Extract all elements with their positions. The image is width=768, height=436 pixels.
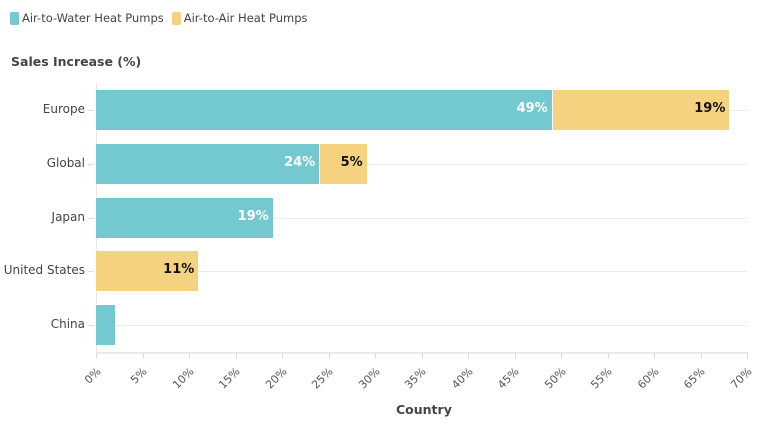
x-tick xyxy=(142,353,144,359)
bar-air-to-water[interactable]: 19% xyxy=(96,198,273,238)
bar-row: China xyxy=(51,305,747,345)
x-tick-label: 0% xyxy=(81,365,104,387)
x-tick xyxy=(189,353,190,359)
bar-row: Global 24% 5% xyxy=(47,144,747,184)
row-label: China xyxy=(50,317,85,331)
x-tick xyxy=(514,353,516,359)
x-tick xyxy=(607,353,609,359)
bar-air-to-air[interactable]: 5% xyxy=(320,144,367,184)
bar-air-to-water[interactable]: 24% xyxy=(96,144,320,184)
x-tick xyxy=(421,353,423,359)
x-tick-label: 65% xyxy=(681,365,708,392)
x-tick xyxy=(235,353,237,359)
bar-air-to-water[interactable] xyxy=(96,305,115,345)
y-tick xyxy=(88,164,94,165)
x-tick-label: 55% xyxy=(588,365,615,392)
legend-item-air-to-water[interactable]: Air-to-Water Heat Pumps xyxy=(10,11,164,25)
x-tick xyxy=(328,353,330,359)
bar-value-label: 11% xyxy=(163,262,195,277)
bar-value-label: 49% xyxy=(516,101,548,116)
y-axis-title: Sales Increase (%) xyxy=(11,54,142,69)
legend-swatch-teal xyxy=(10,11,19,25)
y-tick xyxy=(88,110,94,111)
bar-value-label: 19% xyxy=(694,101,726,116)
legend-item-air-to-air[interactable]: Air-to-Air Heat Pumps xyxy=(171,11,308,25)
x-tick-label: 30% xyxy=(355,365,383,392)
row-label: United States xyxy=(3,263,85,277)
gridline xyxy=(96,271,747,272)
x-axis-title: Country xyxy=(396,402,452,417)
x-tick-label: 45% xyxy=(495,365,522,392)
legend-label: Air-to-Air Heat Pumps xyxy=(183,11,308,25)
bar-value-label: 24% xyxy=(284,155,316,170)
x-tick xyxy=(468,353,469,359)
plot-area: Europe 49% 19% Global 24% 5% Japan 19% United St… xyxy=(4,83,754,391)
x-tick-label: 20% xyxy=(262,365,290,392)
x-tick-label: 60% xyxy=(634,365,662,392)
gridline xyxy=(96,325,747,326)
gridline xyxy=(96,218,747,219)
row-label: Japan xyxy=(51,210,85,224)
x-tick-label: 40% xyxy=(448,365,476,392)
legend-swatch-yellow xyxy=(171,11,181,25)
x-tick-label: 10% xyxy=(169,365,197,392)
row-label: Global xyxy=(46,156,85,170)
x-tick xyxy=(375,353,376,359)
x-tick-label: 25% xyxy=(309,365,336,392)
gridline xyxy=(96,164,747,165)
x-tick xyxy=(747,353,748,359)
legend-label: Air-to-Water Heat Pumps xyxy=(22,11,164,25)
x-tick xyxy=(654,353,655,359)
bar-row: United States 11% xyxy=(4,251,747,291)
bar-row: Japan 19% xyxy=(52,198,747,238)
legend: Air-to-Water Heat Pumps Air-to-Air Heat … xyxy=(10,11,308,25)
x-tick xyxy=(561,353,562,359)
x-tick-label: 35% xyxy=(402,365,429,392)
x-tick xyxy=(282,353,283,359)
y-tick xyxy=(88,218,94,219)
x-tick-label: 50% xyxy=(541,365,569,392)
x-tick-label: 5% xyxy=(128,365,150,387)
y-tick xyxy=(88,325,94,326)
bar-air-to-air[interactable]: 11% xyxy=(96,251,199,291)
x-tick-label: 15% xyxy=(216,365,243,392)
bar-value-label: 5% xyxy=(340,155,363,170)
bar-air-to-water[interactable]: 49% xyxy=(96,90,552,130)
bar-row: Europe 49% 19% xyxy=(43,90,747,130)
x-tick-label: 70% xyxy=(727,365,755,392)
x-tick xyxy=(700,353,702,359)
y-tick xyxy=(88,271,94,272)
bar-value-label: 19% xyxy=(237,209,269,224)
bar-air-to-air[interactable]: 19% xyxy=(552,90,730,130)
row-label: Europe xyxy=(42,102,85,116)
x-tick xyxy=(96,353,97,359)
